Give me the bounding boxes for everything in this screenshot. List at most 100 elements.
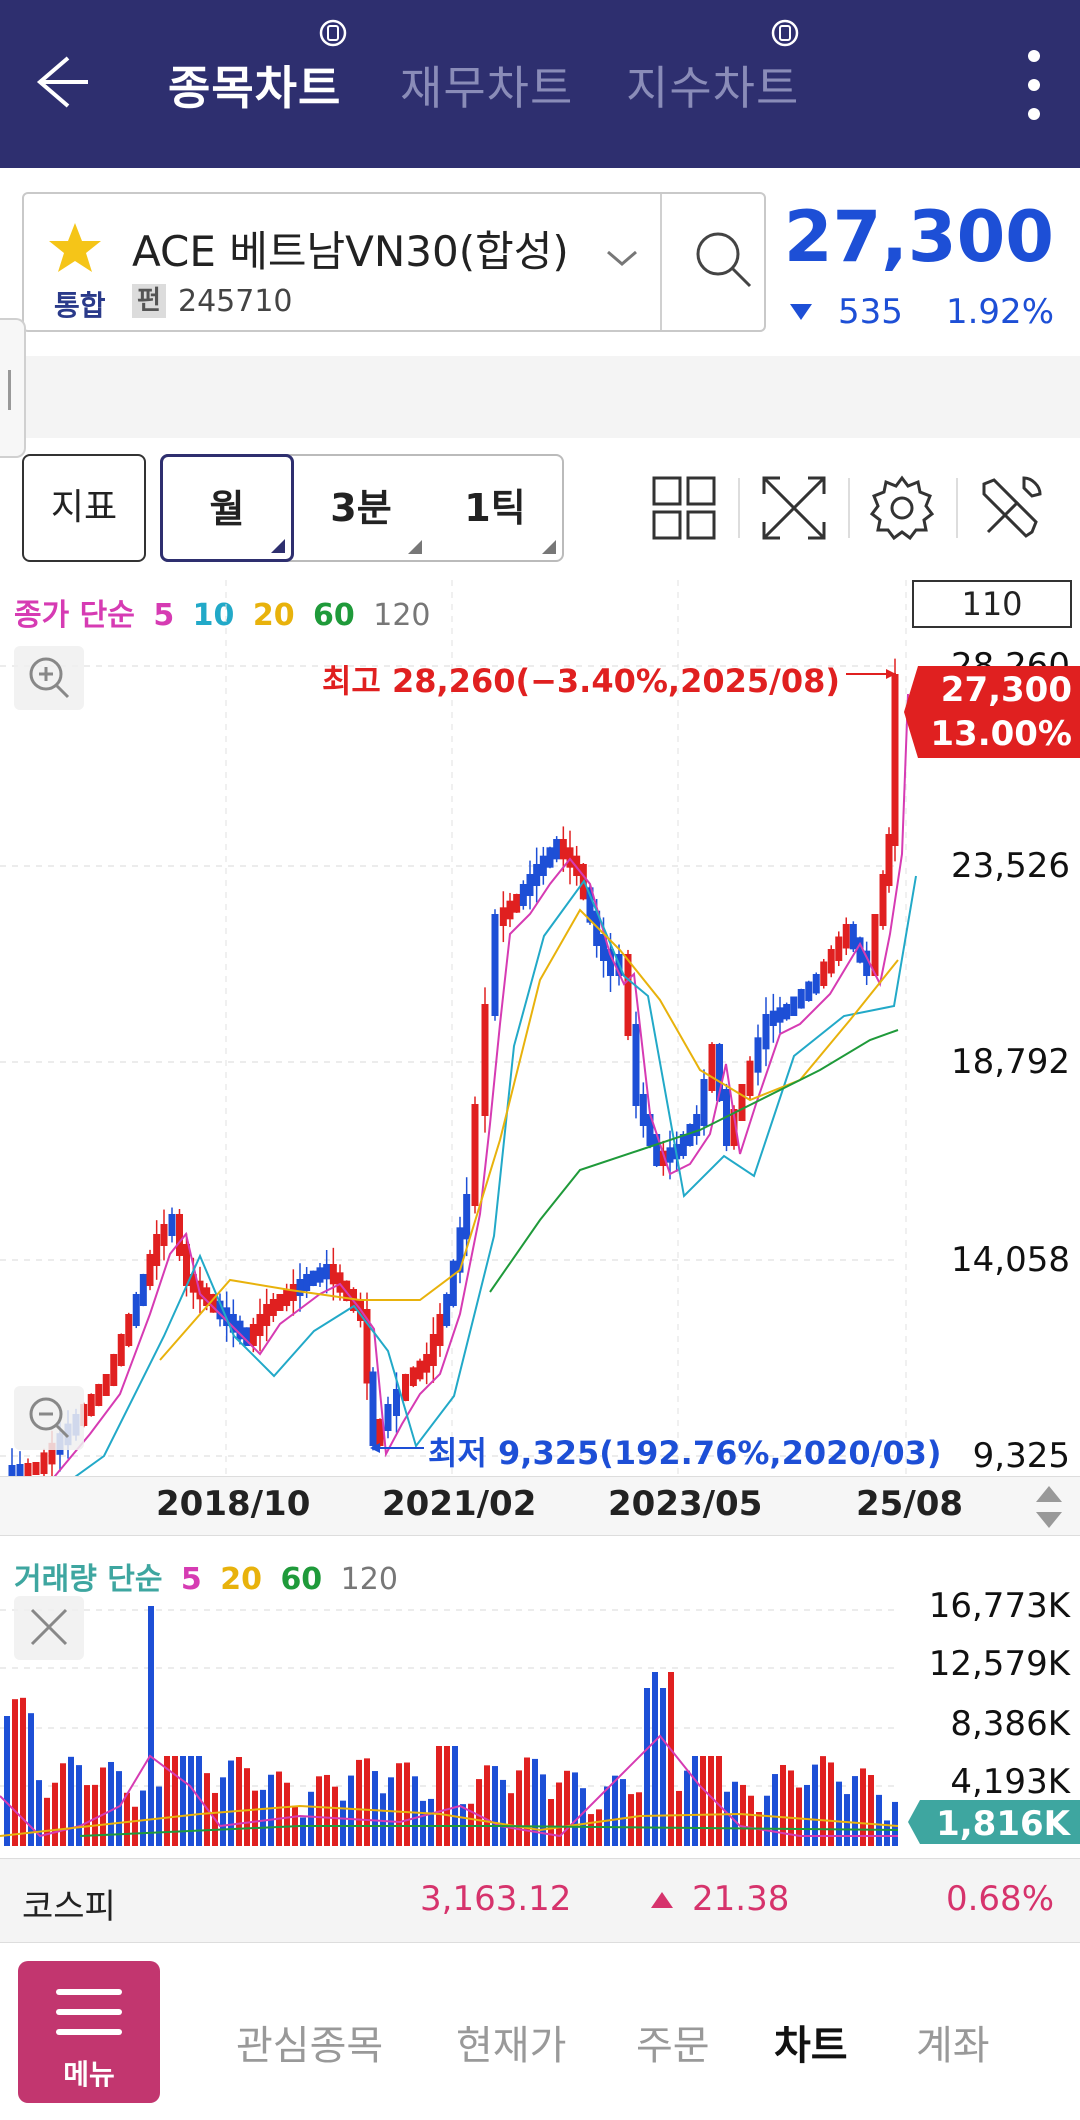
stock-name: ACE 베트남VN30(합성) <box>132 227 569 276</box>
candle-body <box>586 887 594 923</box>
chevron-down-icon[interactable] <box>604 246 640 270</box>
layout-grid-icon[interactable] <box>646 470 722 546</box>
more-menu-icon[interactable] <box>1026 50 1042 120</box>
stock-selector[interactable]: ACE 베트남VN30(합성) 통합 펀 245710 <box>22 192 766 332</box>
candle-body <box>146 1254 154 1286</box>
volume-bar <box>380 1793 386 1846</box>
nav-order[interactable]: 주문 <box>636 2023 710 2069</box>
tab-index-chart[interactable]: 지수차트 <box>626 61 800 115</box>
candle-body <box>32 1462 40 1475</box>
nav-account[interactable]: 계좌 <box>916 2023 990 2069</box>
candle-body <box>820 961 828 986</box>
volume-bar <box>884 1820 890 1846</box>
candle-body <box>443 1294 451 1326</box>
period-month[interactable]: 월 <box>160 454 294 562</box>
candle-body <box>700 1079 708 1126</box>
candle-body <box>309 1270 317 1286</box>
volume-ma-legend: 거래량 단순 5 20 60 120 <box>14 1554 406 1598</box>
market-label: 통합 <box>54 289 106 322</box>
volume-bar <box>92 1784 98 1846</box>
volume-bar <box>364 1758 370 1846</box>
search-icon[interactable] <box>688 224 760 296</box>
candle-body <box>102 1374 110 1396</box>
candle-body <box>553 839 561 860</box>
nav-chart[interactable]: 차트 <box>774 2023 848 2069</box>
y-axis-label: 23,526 <box>951 846 1070 886</box>
volume-bar <box>604 1786 610 1846</box>
back-arrow-icon[interactable] <box>28 50 92 114</box>
volume-bar <box>852 1776 858 1846</box>
volume-bar <box>428 1798 434 1846</box>
candle-body <box>519 884 527 906</box>
candle-body <box>471 1104 479 1206</box>
tools-icon[interactable] <box>974 470 1050 546</box>
volume-chart[interactable] <box>0 1536 1080 1858</box>
zoom-out-icon[interactable] <box>14 1386 84 1450</box>
volume-bar <box>564 1770 570 1846</box>
volume-bar <box>540 1774 546 1846</box>
volume-bar <box>516 1770 522 1846</box>
index-name: 코스피 <box>22 1887 116 1927</box>
legend-prefix: 거래량 단순 <box>14 1562 163 1597</box>
volume-bar <box>828 1762 834 1846</box>
nav-current-price[interactable]: 현재가 <box>456 2023 567 2069</box>
candle-body <box>827 949 835 974</box>
volume-bar <box>12 1699 18 1846</box>
volume-bar <box>60 1763 66 1846</box>
ma-10-label: 10 <box>192 598 235 633</box>
indicator-button[interactable]: 지표 <box>22 454 146 562</box>
candle-body <box>303 1274 311 1291</box>
candle-body <box>363 1309 371 1384</box>
candle-body <box>409 1367 417 1386</box>
volume-bar <box>172 1756 178 1846</box>
ma-20-label: 20 <box>252 598 295 633</box>
y-axis-label: 9,325 <box>972 1436 1070 1476</box>
resize-arrows-icon[interactable] <box>1034 1484 1064 1530</box>
candle-body <box>849 924 857 950</box>
candle-body <box>686 1124 694 1146</box>
ma-5-label: 5 <box>153 598 175 633</box>
info-band <box>0 356 1080 438</box>
candle-body <box>738 1084 746 1121</box>
volume-bar <box>412 1776 418 1846</box>
fullscreen-icon[interactable] <box>756 470 832 546</box>
candle-body <box>269 1299 277 1316</box>
tab-financial-chart[interactable]: 재무차트 <box>400 61 574 115</box>
tab-stock-chart[interactable]: 종목차트 <box>168 61 342 115</box>
volume-bar <box>236 1757 242 1846</box>
period-3min[interactable]: 3분 <box>294 456 428 560</box>
nav-watchlist[interactable]: 관심종목 <box>236 2023 384 2069</box>
volume-bar <box>500 1779 506 1846</box>
candle-body <box>659 1150 667 1166</box>
volume-bar <box>76 1765 82 1846</box>
volume-bar <box>196 1756 202 1846</box>
candle-body <box>423 1354 431 1373</box>
y-axis-label: 18,792 <box>951 1042 1070 1082</box>
candle-body <box>189 1274 197 1293</box>
x-axis-label: 2021/02 <box>382 1484 537 1524</box>
candle-count-box[interactable]: 110 <box>912 580 1072 628</box>
candle-body <box>393 1389 400 1416</box>
index-ticker[interactable]: 코스피 3,163.12 21.38 0.68% <box>0 1858 1080 1942</box>
menu-button[interactable]: 메뉴 <box>18 1961 160 2103</box>
close-icon[interactable] <box>14 1596 84 1660</box>
period-1tick[interactable]: 1틱 <box>428 456 562 560</box>
legend-prefix: 종가 단순 <box>14 598 135 633</box>
candle-body <box>693 1114 701 1136</box>
price-change: 535 <box>838 292 903 332</box>
period-label: 3분 <box>330 486 392 530</box>
volume-y-label: 4,193K <box>950 1762 1070 1802</box>
side-drawer-handle[interactable] <box>0 318 26 458</box>
zoom-in-icon[interactable] <box>14 646 84 710</box>
external-link-icon <box>771 19 799 47</box>
settings-gear-icon[interactable] <box>864 470 940 546</box>
current-price: 27,300 <box>783 196 1054 278</box>
volume-bar <box>740 1784 746 1846</box>
price-chart[interactable] <box>0 580 1080 1476</box>
index-change: 21.38 <box>692 1879 790 1919</box>
x-axis <box>0 1476 1080 1536</box>
favorite-star-icon[interactable] <box>46 220 104 278</box>
volume-bar <box>116 1771 122 1846</box>
volume-bar <box>788 1770 794 1846</box>
volume-bar <box>164 1756 170 1846</box>
